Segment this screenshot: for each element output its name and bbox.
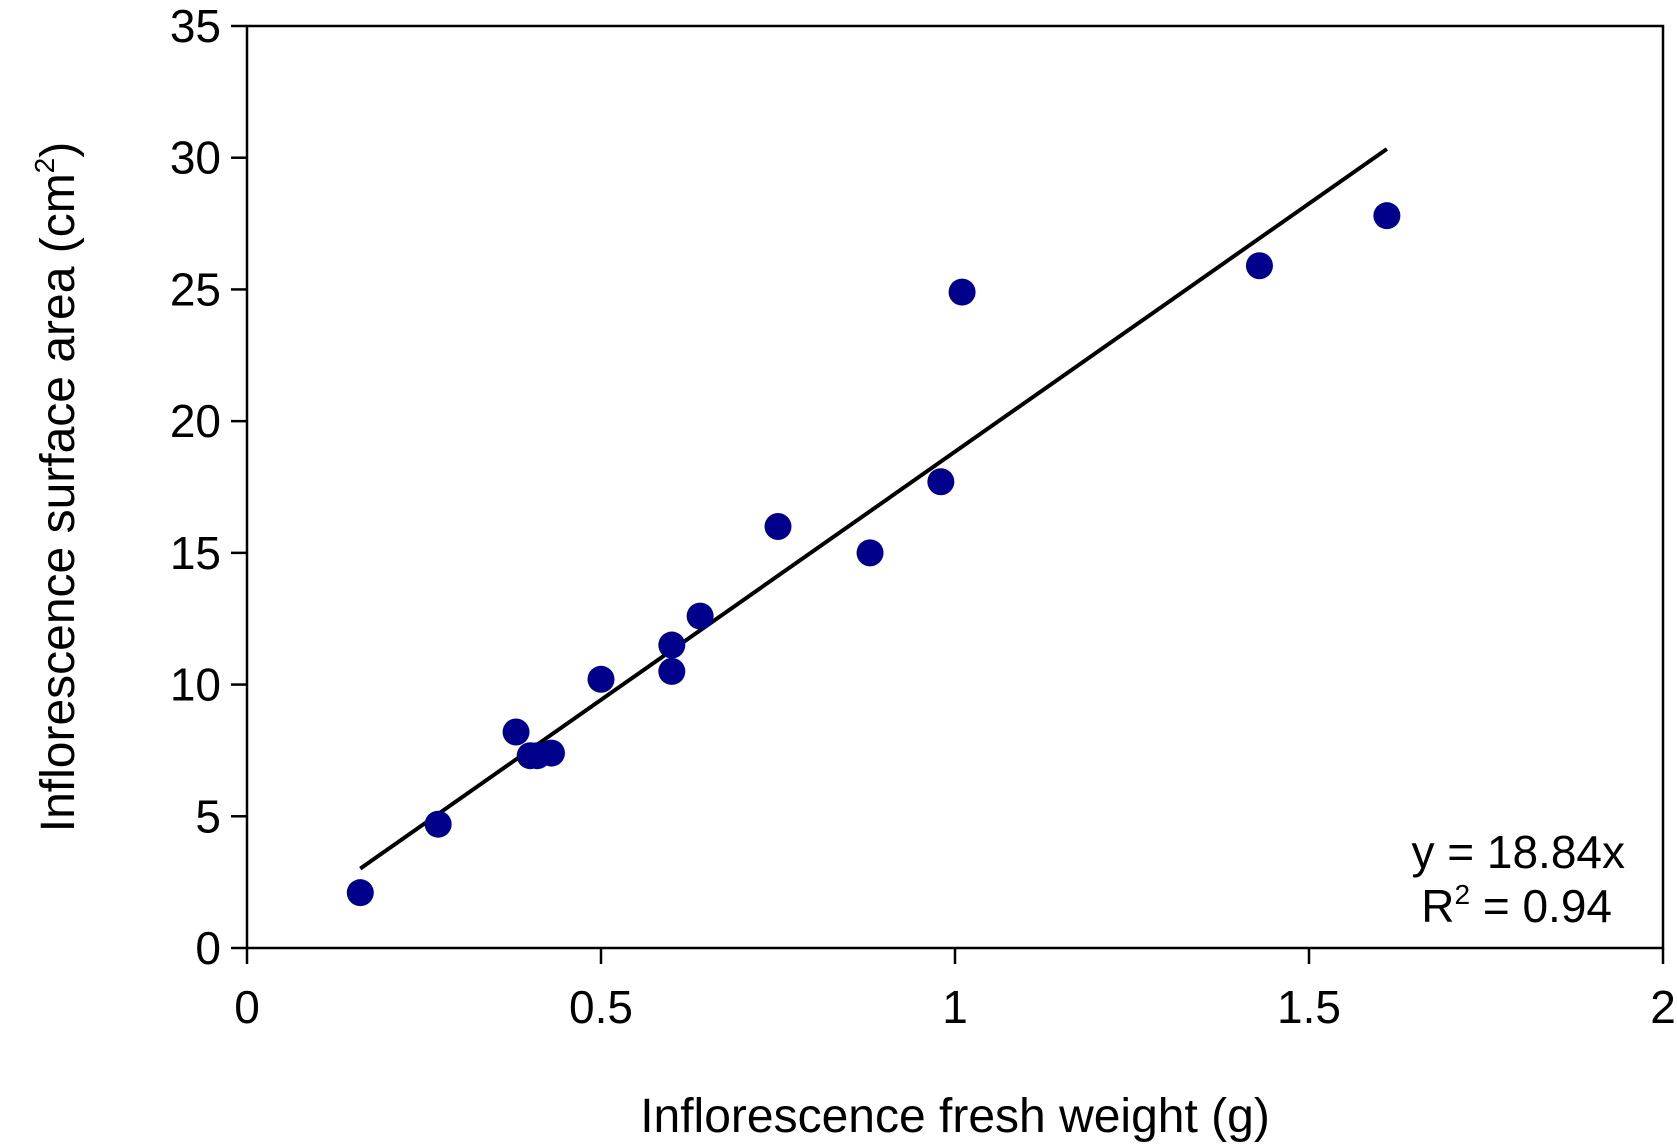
data-point xyxy=(1245,252,1273,280)
y-tick-label: 20 xyxy=(170,395,221,447)
data-point xyxy=(948,278,976,306)
x-tick-label: 2 xyxy=(1650,981,1676,1033)
data-point xyxy=(927,468,955,496)
data-point xyxy=(764,513,792,541)
y-tick-label: 0 xyxy=(195,922,221,974)
plot-area xyxy=(245,24,1665,950)
y-tick-label: 25 xyxy=(170,263,221,315)
x-tick-label: 0 xyxy=(234,981,260,1033)
y-axis-title-superscript: 2 xyxy=(29,158,60,174)
data-point xyxy=(658,631,686,659)
trendline xyxy=(359,147,1389,871)
y-axis: 0 5 10 15 20 25 30 35 xyxy=(170,0,247,974)
data-point xyxy=(658,657,686,685)
r-squared-label: R2 = 0.94 xyxy=(1421,879,1612,932)
data-point xyxy=(502,718,530,746)
data-point xyxy=(686,602,714,630)
y-tick-label: 5 xyxy=(195,790,221,842)
data-points xyxy=(346,202,1401,907)
x-tick-label: 0.5 xyxy=(569,981,633,1033)
y-tick-label: 15 xyxy=(170,527,221,579)
r-squared-symbol: R xyxy=(1421,880,1454,932)
data-point xyxy=(856,539,884,567)
data-point xyxy=(1373,202,1401,230)
y-axis-title-suffix: ) xyxy=(32,142,85,158)
data-point xyxy=(346,879,374,907)
y-axis-title-main: Inflorescence surface area (cm xyxy=(32,173,85,832)
r-squared-superscript: 2 xyxy=(1454,879,1470,910)
r-squared-value: = 0.94 xyxy=(1470,880,1612,932)
data-point xyxy=(424,810,452,838)
y-tick-label: 30 xyxy=(170,132,221,184)
y-axis-title: Inflorescence surface area (cm2) xyxy=(29,142,85,833)
plot-frame xyxy=(245,24,1665,950)
y-tick-label: 10 xyxy=(170,659,221,711)
y-tick-label: 35 xyxy=(170,0,221,52)
data-point xyxy=(537,739,565,767)
data-point xyxy=(587,665,615,693)
equation-label: y = 18.84x xyxy=(1411,826,1625,878)
x-tick-label: 1.5 xyxy=(1277,981,1341,1033)
x-axis-title: Inflorescence fresh weight (g) xyxy=(640,1090,1270,1143)
x-tick-label: 1 xyxy=(942,981,968,1033)
x-axis: 0 0.5 1 1.5 2 xyxy=(234,948,1676,1033)
